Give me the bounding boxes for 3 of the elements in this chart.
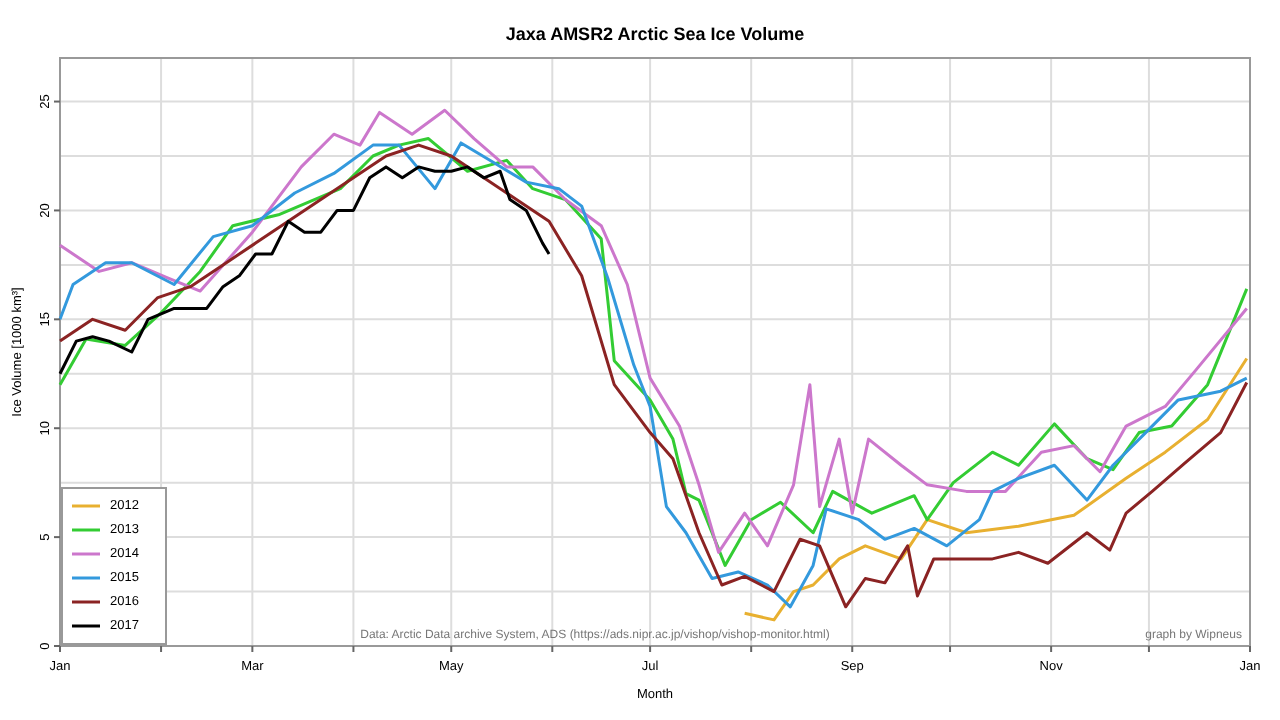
line-series bbox=[743, 357, 1249, 622]
chart-title: Jaxa AMSR2 Arctic Sea Ice Volume bbox=[505, 24, 805, 44]
line-series bbox=[58, 165, 551, 376]
